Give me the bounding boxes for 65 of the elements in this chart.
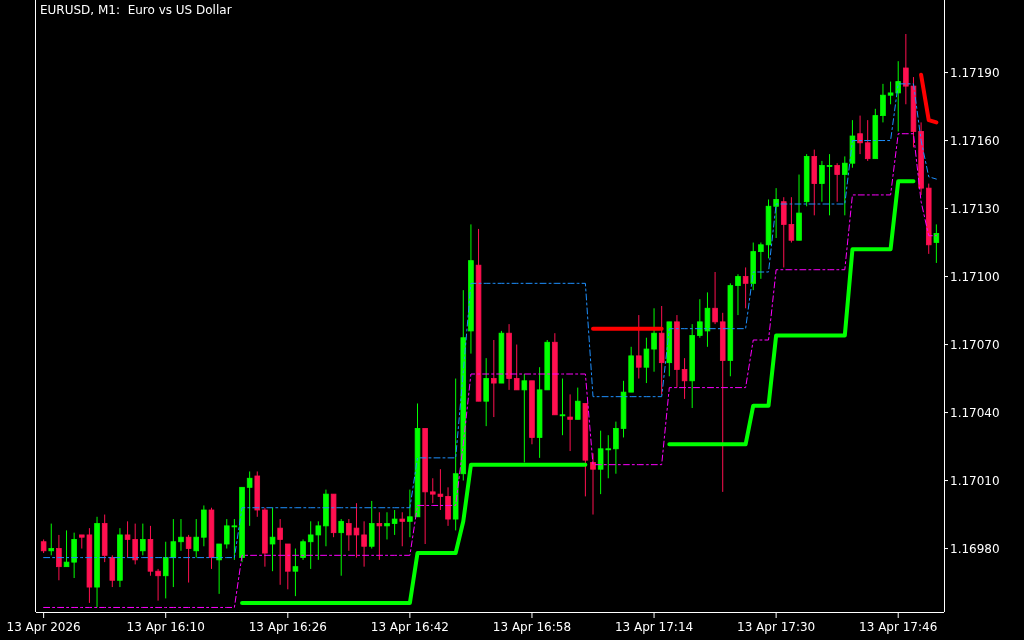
candlestick	[712, 271, 718, 325]
candlestick	[742, 266, 749, 309]
candlestick	[338, 518, 344, 577]
x-tick-label: 13 Apr 17:30	[737, 620, 816, 634]
candlestick	[842, 155, 848, 216]
candlestick	[292, 548, 299, 597]
candlestick	[368, 500, 375, 550]
candlestick	[735, 273, 741, 316]
x-tick-label: 13 Apr 16:58	[492, 620, 572, 634]
candlestick	[636, 314, 642, 380]
candlestick	[567, 393, 573, 452]
candlestick	[193, 518, 199, 559]
x-tick-label: 13 Apr 16:42	[370, 620, 450, 634]
candlestick	[391, 509, 398, 536]
candlestick	[826, 153, 833, 216]
candlestick	[399, 511, 406, 547]
y-tick-label: 1.17100	[950, 269, 1000, 284]
candlestick	[574, 387, 581, 420]
candlestick	[216, 543, 222, 595]
candlestick	[819, 160, 825, 203]
candlestick	[643, 337, 650, 384]
candlestick	[681, 357, 688, 400]
candlestick	[162, 541, 169, 599]
candlestick	[880, 83, 886, 123]
candlestick	[361, 520, 367, 568]
candlestick	[376, 511, 383, 561]
candlestick	[170, 518, 177, 588]
y-tick-label: 1.16980	[950, 541, 1000, 556]
x-tick-label: 13 Apr 16:26	[248, 620, 327, 634]
candlestick	[834, 162, 840, 203]
y-tick-label: 1.17040	[950, 405, 1000, 420]
y-tick-label: 1.17010	[950, 473, 1000, 488]
candlestick	[140, 523, 146, 556]
candlestick	[651, 307, 657, 373]
candlestick	[56, 534, 62, 581]
candlestick	[269, 507, 276, 572]
candlestick	[521, 373, 528, 463]
x-tick-label: 13 Apr 17:14	[614, 620, 694, 634]
x-tick-label: 13 Apr 17:46	[859, 620, 938, 634]
candlestick	[178, 518, 184, 552]
candlestick	[613, 421, 619, 475]
x-tick-label: 13 Apr 2026	[6, 620, 81, 634]
candlestick	[277, 518, 283, 586]
y-tick-label: 1.17130	[950, 201, 1000, 216]
candlestick	[857, 115, 863, 155]
candlestick	[185, 534, 192, 584]
candlestick	[864, 119, 871, 162]
candlestick	[513, 344, 520, 391]
candlestick	[384, 511, 390, 540]
candlestick	[246, 470, 253, 527]
y-tick-label: 1.17070	[950, 337, 1000, 352]
candlestick	[590, 452, 596, 516]
candlestick	[483, 357, 489, 427]
candlestick	[300, 538, 306, 561]
y-tick-label: 1.17190	[950, 65, 1000, 80]
x-tick-label: 13 Apr 16:10	[126, 620, 205, 634]
chart-title: EURUSD, M1: Euro vs US Dollar	[40, 3, 232, 17]
candlestick	[559, 378, 566, 436]
candlestick	[48, 523, 55, 556]
candlestick	[933, 223, 940, 264]
candlestick	[445, 486, 451, 527]
candlestick	[109, 554, 116, 588]
candlestick	[491, 339, 497, 418]
candlestick	[155, 568, 161, 602]
y-tick-label: 1.17160	[950, 133, 1000, 148]
